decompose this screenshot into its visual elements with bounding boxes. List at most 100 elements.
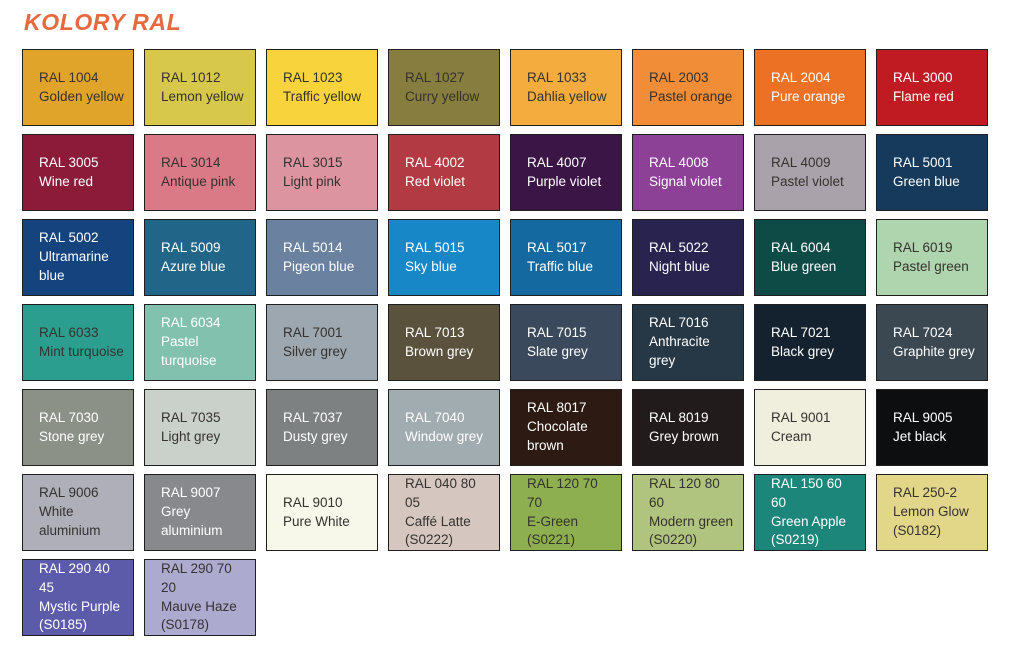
- swatch-name: Signal violet: [649, 173, 722, 189]
- swatch-name: Antique pink: [161, 173, 236, 189]
- color-swatch: RAL 5017 Traffic blue: [510, 219, 622, 296]
- swatch-code: RAL 7024: [893, 324, 953, 340]
- swatch-name: Blue green: [771, 258, 837, 274]
- swatch-name: Red violet: [405, 173, 466, 189]
- swatch-name: Mint turquoise: [39, 343, 124, 359]
- color-swatch: RAL 9007 Grey aluminium: [144, 474, 256, 551]
- color-swatch: RAL 5009 Azure blue: [144, 219, 256, 296]
- swatch-name: Mauve Haze: [161, 598, 237, 614]
- color-swatch: RAL 6019 Pastel green: [876, 219, 988, 296]
- color-swatch: RAL 1027 Curry yellow: [388, 49, 500, 126]
- swatch-name: Modern green: [649, 513, 734, 529]
- color-swatch: RAL 1012 Lemon yellow: [144, 49, 256, 126]
- swatch-name: Pure White: [283, 513, 350, 529]
- swatch-name: Black grey: [771, 343, 835, 359]
- swatch-code: RAL 1023: [283, 69, 343, 85]
- swatch-code: RAL 7040: [405, 409, 465, 425]
- color-swatch: RAL 3014 Antique pink: [144, 134, 256, 211]
- swatch-name: Lemon yellow: [161, 88, 244, 104]
- swatch-name: Caffé Latte: [405, 513, 471, 529]
- swatch-note: (S0182): [893, 522, 942, 538]
- color-swatch: RAL 6004 Blue green: [754, 219, 866, 296]
- swatch-name: Green blue: [893, 173, 960, 189]
- swatch-code: RAL 7037: [283, 409, 343, 425]
- swatch-note: (S0221): [527, 532, 576, 548]
- swatch-note: (S0185): [39, 617, 88, 633]
- swatch-name: Pastel turquoise: [161, 334, 217, 368]
- swatch-name: Traffic blue: [527, 258, 594, 274]
- swatch-name: Graphite grey: [893, 343, 975, 359]
- swatch-code: RAL 120 70 70: [527, 475, 598, 510]
- swatch-name: Mystic Purple: [39, 598, 121, 614]
- color-swatch: RAL 1033 Dahlia yellow: [510, 49, 622, 126]
- swatch-code: RAL 7001: [283, 324, 343, 340]
- swatch-name: Grey brown: [649, 428, 719, 444]
- swatch-code: RAL 5002: [39, 230, 99, 246]
- swatch-name: Traffic yellow: [283, 88, 362, 104]
- color-swatch: RAL 4007 Purple violet: [510, 134, 622, 211]
- swatch-code: RAL 1033: [527, 69, 587, 85]
- color-swatch: RAL 150 60 60 Green Apple (S0219): [754, 474, 866, 551]
- swatch-code: RAL 7015: [527, 324, 587, 340]
- color-swatch: RAL 8017 Chocolate brown: [510, 389, 622, 466]
- color-swatch: RAL 7001 Silver grey: [266, 304, 378, 381]
- swatch-note: (S0222): [405, 532, 454, 548]
- swatch-code: RAL 4002: [405, 154, 465, 170]
- swatch-code: RAL 250-2: [893, 485, 958, 501]
- color-swatch: RAL 7013 Brown grey: [388, 304, 500, 381]
- swatch-name: Dusty grey: [283, 428, 348, 444]
- swatch-note: (S0220): [649, 532, 698, 548]
- color-swatch: RAL 7040 Window grey: [388, 389, 500, 466]
- color-swatch: RAL 7021 Black grey: [754, 304, 866, 381]
- swatch-code: RAL 7013: [405, 324, 465, 340]
- swatch-code: RAL 3015: [283, 154, 343, 170]
- swatch-name: Lemon Glow: [893, 504, 969, 520]
- color-swatch: RAL 5022 Night blue: [632, 219, 744, 296]
- swatch-name: Flame red: [893, 88, 954, 104]
- color-swatch: RAL 7030 Stone grey: [22, 389, 134, 466]
- swatch-code: RAL 8017: [527, 400, 587, 416]
- swatch-name: Cream: [771, 428, 812, 444]
- swatch-code: RAL 9001: [771, 409, 831, 425]
- swatch-name: Jet black: [893, 428, 947, 444]
- color-swatch: RAL 4002 Red violet: [388, 134, 500, 211]
- swatch-name: Wine red: [39, 173, 94, 189]
- color-swatch: RAL 6034 Pastel turquoise: [144, 304, 256, 381]
- swatch-name: Ultramarine blue: [39, 249, 109, 283]
- swatch-note: (S0178): [161, 617, 210, 633]
- color-swatch: RAL 1023 Traffic yellow: [266, 49, 378, 126]
- swatch-code: RAL 9010: [283, 494, 343, 510]
- swatch-code: RAL 4009: [771, 154, 831, 170]
- color-swatch: RAL 3005 Wine red: [22, 134, 134, 211]
- color-swatch: RAL 9001 Cream: [754, 389, 866, 466]
- swatch-code: RAL 3000: [893, 69, 953, 85]
- color-swatch: RAL 1004 Golden yellow: [22, 49, 134, 126]
- color-swatch: RAL 040 80 05 Caffé Latte (S0222): [388, 474, 500, 551]
- swatch-name: Chocolate brown: [527, 419, 588, 453]
- swatch-code: RAL 290 70 20: [161, 560, 232, 595]
- swatch-name: Silver grey: [283, 343, 347, 359]
- swatch-code: RAL 5014: [283, 239, 343, 255]
- color-swatch: RAL 120 70 70 E-Green (S0221): [510, 474, 622, 551]
- color-swatch: RAL 7024 Graphite grey: [876, 304, 988, 381]
- color-swatch: RAL 3000 Flame red: [876, 49, 988, 126]
- swatch-name: Curry yellow: [405, 88, 480, 104]
- color-swatch: RAL 7035 Light grey: [144, 389, 256, 466]
- color-swatch: RAL 2004 Pure orange: [754, 49, 866, 126]
- swatch-code: RAL 6034: [161, 315, 221, 331]
- swatch-code: RAL 3014: [161, 154, 221, 170]
- swatch-code: RAL 4007: [527, 154, 587, 170]
- swatch-code: RAL 7021: [771, 324, 831, 340]
- swatch-name: Light pink: [283, 173, 341, 189]
- swatch-name: Anthracite grey: [649, 334, 710, 368]
- swatch-name: White aluminium: [39, 504, 101, 538]
- swatch-code: RAL 5022: [649, 239, 709, 255]
- swatch-code: RAL 120 80 60: [649, 475, 720, 510]
- swatch-code: RAL 150 60 60: [771, 475, 842, 510]
- color-swatch: RAL 9010 Pure White: [266, 474, 378, 551]
- color-swatch: RAL 8019 Grey brown: [632, 389, 744, 466]
- color-swatch: RAL 250-2 Lemon Glow (S0182): [876, 474, 988, 551]
- color-swatch: RAL 290 40 45 Mystic Purple (S0185): [22, 559, 134, 636]
- color-swatch: RAL 120 80 60 Modern green (S0220): [632, 474, 744, 551]
- swatch-name: Pastel green: [893, 258, 969, 274]
